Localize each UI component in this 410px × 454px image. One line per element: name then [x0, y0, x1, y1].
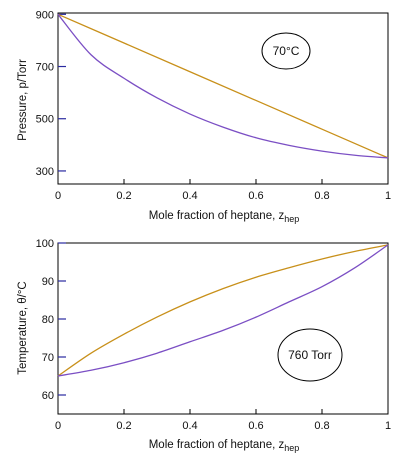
y-tick-label: 90 [42, 276, 54, 288]
y-tick-label: 500 [36, 114, 54, 126]
annotation-circle [261, 32, 311, 70]
x-axis-label: Mole fraction of heptane, zhep [149, 210, 300, 224]
y-axis-label: Temperature, θ/°C [17, 281, 29, 374]
x-tick-label: 0 [55, 420, 61, 432]
x-tick-label: 1 [385, 190, 391, 202]
x-ticks: 0 0.2 0.4 0.6 0.8 1 [55, 179, 391, 202]
series-lines [57, 244, 389, 377]
y-axis-label: Pressure, p/Torr [17, 59, 29, 141]
x-tick-label: 0.8 [314, 420, 329, 432]
x-ticks: 0 0.2 0.4 0.6 0.8 1 [55, 409, 391, 432]
x-tick-label: 0 [55, 190, 61, 202]
x-tick-label: 1 [385, 420, 391, 432]
plot-frame [57, 12, 389, 185]
y-tick-label: 60 [42, 390, 54, 402]
plot-frame [57, 242, 389, 415]
x-tick-label: 0.2 [116, 190, 131, 202]
y-tick-label: 300 [36, 166, 54, 178]
y-tick-label: 80 [42, 314, 54, 326]
x-tick-label: 0.2 [116, 420, 131, 432]
annotation-circle [277, 328, 343, 382]
y-tick-label: 100 [36, 238, 54, 250]
x-tick-label: 0.6 [248, 420, 263, 432]
x-tick-label: 0.8 [314, 190, 329, 202]
y-tick-label: 700 [36, 62, 54, 74]
temperature-composition-chart: 60 70 80 90 100 0 0.2 0.4 0.6 0.8 1 760 Torr Mole… [17, 238, 391, 453]
pressure-composition-chart: 300 500 700 900 0 0.2 0.4 0.6 0.8 1 70°C Mole fr… [17, 9, 391, 224]
y-tick-label: 70 [42, 352, 54, 364]
x-tick-label: 0.4 [182, 190, 197, 202]
annotation-label: 70°C [273, 44, 300, 58]
liquid-curve [57, 13, 389, 159]
series-lines [57, 13, 389, 159]
x-tick-label: 0.4 [182, 420, 197, 432]
vapour-curve [57, 244, 389, 377]
liquid-curve [57, 244, 389, 377]
x-tick-label: 0.6 [248, 190, 263, 202]
y-tick-label: 900 [36, 9, 54, 21]
y-ticks: 60 70 80 90 100 [36, 238, 66, 402]
x-axis-label: Mole fraction of heptane, zhep [149, 439, 300, 453]
annotation-label: 760 Torr [288, 348, 332, 362]
y-ticks: 300 500 700 900 [36, 9, 66, 178]
vapour-curve [57, 13, 389, 159]
